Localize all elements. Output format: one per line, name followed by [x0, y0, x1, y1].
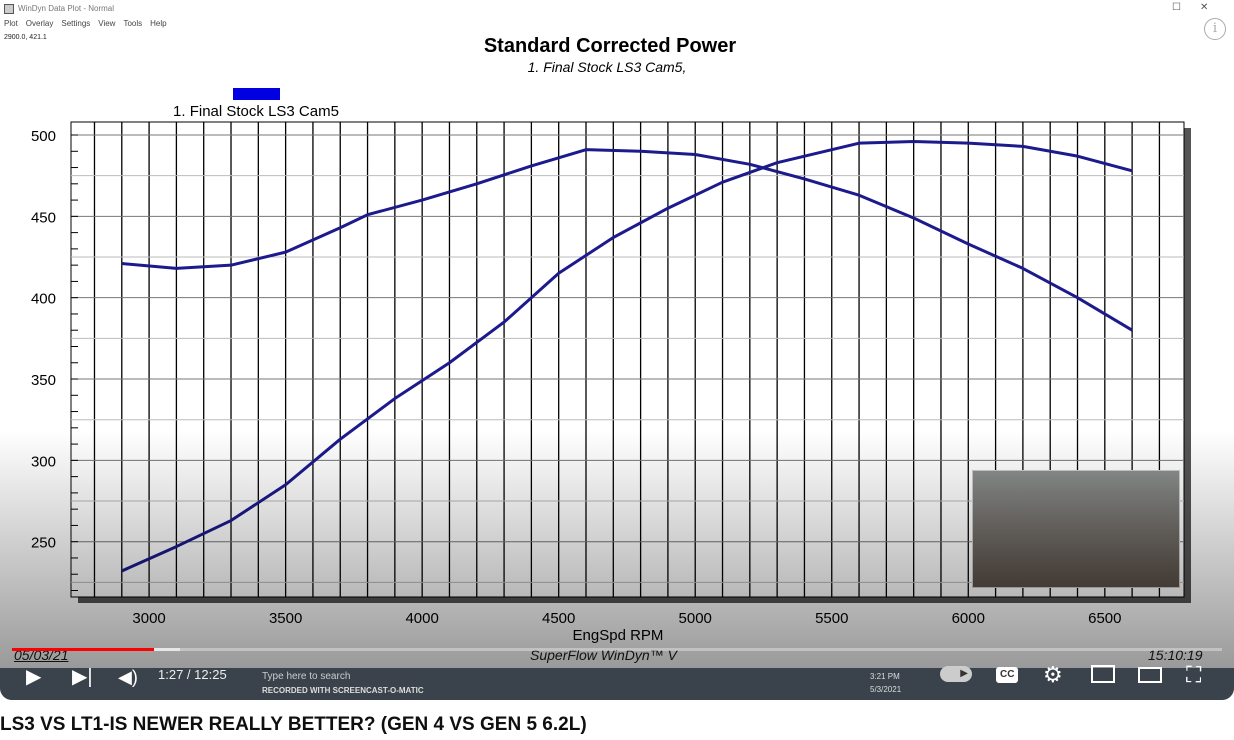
menu-overlay: Overlay — [25, 19, 54, 28]
recorder-watermark: RECORDED WITH SCREENCAST-O-MATIC — [262, 686, 424, 695]
volume-icon[interactable]: ◀) — [118, 667, 138, 687]
miniplayer-icon[interactable] — [1091, 665, 1115, 683]
play-icon[interactable]: ▶ — [26, 666, 42, 688]
x-tick-label: 3000 — [132, 610, 165, 627]
windows-taskbar: Type here to search 3:21 PM 5/3/2021 — [0, 668, 1234, 700]
footer-date: 05/03/21 — [14, 647, 69, 663]
x-tick-label: 4000 — [405, 610, 438, 627]
x-tick-label: 5000 — [679, 610, 712, 627]
taskbar-date: 5/3/2021 — [870, 685, 902, 694]
next-icon[interactable]: ▶| — [72, 666, 93, 688]
video-player[interactable]: WinDyn Data Plot - Normal ☐ ✕ Plot Overl… — [0, 0, 1234, 700]
menu-tools: Tools — [123, 19, 143, 28]
x-tick-label: 6000 — [952, 610, 985, 627]
legend-label: 1. Final Stock LS3 Cam5 — [173, 103, 339, 120]
theater-icon[interactable] — [1138, 667, 1162, 683]
series-line-torque — [121, 148, 1133, 332]
y-tick-label: 400 — [31, 291, 56, 308]
close-icon: ✕ — [1200, 2, 1209, 13]
footer-software: SuperFlow WinDyn™ V — [530, 647, 677, 663]
settings-icon[interactable]: ⚙ — [1043, 662, 1063, 687]
taskbar-search: Type here to search — [262, 671, 351, 682]
legend-swatch — [233, 88, 280, 100]
y-tick-label: 350 — [31, 372, 56, 389]
menu-settings: Settings — [61, 19, 91, 28]
maximize-icon: ☐ — [1172, 2, 1181, 13]
chart-subtitle: 1. Final Stock LS3 Cam5, — [528, 59, 687, 75]
fullscreen-icon[interactable]: ⛶ — [1186, 662, 1202, 687]
menu-view: View — [98, 19, 116, 28]
menu-help: Help — [150, 19, 167, 28]
x-tick-label: 6500 — [1088, 610, 1121, 627]
menu-bar: Plot Overlay Settings View Tools Help — [4, 19, 167, 28]
webcam-overlay — [972, 470, 1180, 588]
y-tick-label: 250 — [31, 535, 56, 552]
video-title: LS3 VS LT1-IS NEWER REALLY BETTER? (GEN … — [0, 714, 587, 735]
captions-icon[interactable]: CC — [996, 667, 1019, 683]
y-tick-label: 300 — [31, 453, 56, 470]
footer-time: 15:10:19 — [1148, 647, 1203, 663]
window-title: WinDyn Data Plot - Normal — [18, 4, 115, 13]
x-tick-label: 3500 — [269, 610, 302, 627]
info-icon[interactable]: i — [1204, 18, 1226, 40]
autoplay-toggle[interactable]: ▶ — [940, 666, 972, 682]
taskbar-clock: 3:21 PM — [870, 672, 900, 681]
app-icon — [4, 4, 14, 14]
y-tick-label: 500 — [31, 128, 56, 145]
dyno-chart: Standard Corrected Power 1. Final Stock … — [31, 35, 1191, 644]
x-tick-label: 4500 — [542, 610, 575, 627]
chart-title: Standard Corrected Power — [484, 35, 737, 57]
time-display: 1:27 / 12:25 — [158, 667, 227, 682]
progress-bar[interactable] — [12, 648, 1222, 651]
x-tick-label: 5500 — [815, 610, 848, 627]
x-axis-label: EngSpd RPM — [573, 627, 664, 644]
menu-plot: Plot — [4, 19, 18, 28]
series-line-power — [121, 140, 1133, 573]
window-titlebar: WinDyn Data Plot - Normal — [0, 0, 1220, 18]
y-tick-label: 450 — [31, 209, 56, 226]
cursor-readout: 2900.0, 421.1 — [4, 34, 47, 41]
